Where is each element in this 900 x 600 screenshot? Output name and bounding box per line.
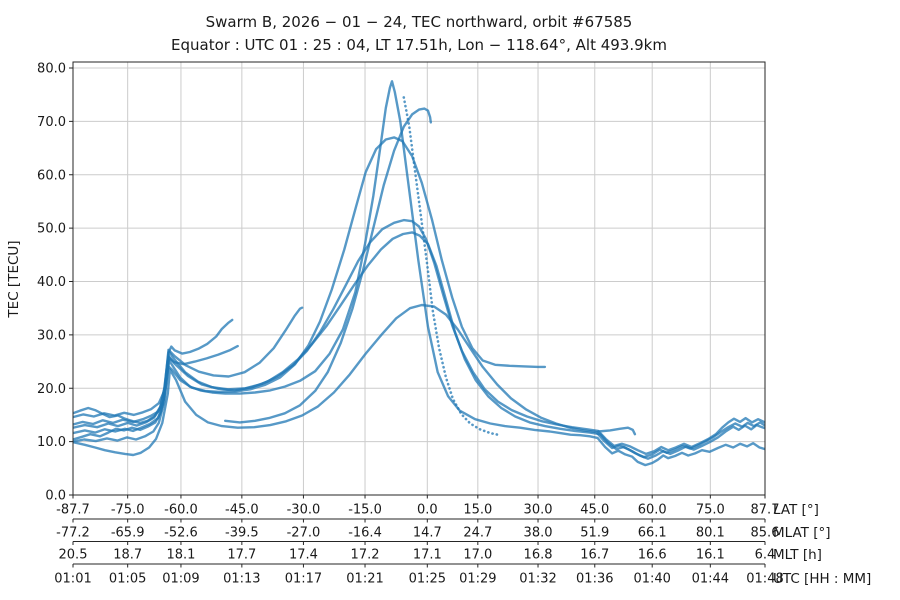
tec-trace-trace-10 [402,96,502,437]
x-tick-label: 0.0 [417,503,438,518]
x-tick-label: 18.1 [166,548,195,563]
x-tick-label: 30.0 [524,503,553,518]
x-tick-label: 01:17 [285,572,322,587]
y-tick-label: 40.0 [37,275,66,290]
x-tick-label: 16.6 [638,548,667,563]
x-tick-label: 38.0 [524,526,553,541]
x-tick-label: 01:09 [162,572,199,587]
tec-trace-trace-2 [73,344,239,426]
y-axis-label: TEC [TECU] [6,240,22,318]
x-tick-label: 17.7 [227,548,256,563]
y-tick-label: 70.0 [37,115,66,130]
x-tick-label: 51.9 [580,526,609,541]
x-tick-label: -30.0 [287,503,321,518]
x-tick-label: -39.5 [225,526,259,541]
x-tick-label: 45.0 [580,503,609,518]
x-tick-label: 01:01 [54,572,91,587]
x-tick-label: 01:05 [109,572,146,587]
x-tick-label: 14.7 [413,526,442,541]
x-tick-label: -60.0 [164,503,198,518]
row-label-mlt: MLT [h] [773,547,822,563]
x-tick-label: 01:36 [576,572,613,587]
y-tick-label: 80.0 [37,62,66,77]
tec-trace-trace-9 [224,107,432,424]
y-tick-label: 60.0 [37,168,66,183]
x-tick-label: 16.8 [524,548,553,563]
y-tick-label: 20.0 [37,382,66,397]
x-tick-label: 16.1 [696,548,725,563]
tec-trace-trace-3 [73,306,304,419]
x-tick-label: 75.0 [696,503,725,518]
plot-frame [72,61,766,496]
x-tick-label: 85.6 [751,526,780,541]
x-tick-label: -15.0 [348,503,382,518]
x-tick-label: 01:32 [519,572,556,587]
x-tick-label: 01:25 [409,572,446,587]
x-tick-label: 17.0 [463,548,492,563]
y-tick-label: 50.0 [37,222,66,237]
tec-trace-trace-11 [597,426,637,436]
x-tick-label: 80.1 [696,526,725,541]
tec-traces-layer [73,80,765,467]
x-tick-label: 17.1 [413,548,442,563]
y-tick-label: 30.0 [37,328,66,343]
x-tick-label: 66.1 [638,526,667,541]
x-tick-label: 20.5 [59,548,88,563]
x-tick-label: -77.2 [56,526,90,541]
x-tick-label: 16.7 [580,548,609,563]
grid-layer [72,62,766,496]
y-tick-label: 0.0 [45,489,66,504]
x-tick-label: 01:40 [633,572,670,587]
axis-layer: 0.0 10.0 20.0 30.0 40.0 50.0 60.0 70.0 80.0 -87.7… [37,61,784,587]
y-tick-label: 10.0 [37,435,66,450]
x-tick-label: 18.7 [113,548,142,563]
x-tick-label: -87.7 [56,503,90,518]
x-tick-label: 17.2 [351,548,380,563]
x-tick-label: 01:44 [692,572,729,587]
x-tick-label: 01:48 [746,572,783,587]
x-tick-label: -65.9 [111,526,145,541]
tec-trace-trace-8 [73,303,765,459]
tec-trace-trace-4 [73,80,765,467]
x-tick-label: 17.4 [289,548,318,563]
row-label-utc: UTC [HH : MM] [773,571,871,587]
x-tick-label: 87.7 [751,503,780,518]
x-tick-label: 15.0 [463,503,492,518]
tec-trace-trace-6 [73,218,765,456]
tec-trace-trace-5 [73,136,547,435]
chart-subtitle: Equator : UTC 01 : 25 : 04, LT 17.51h, L… [171,36,667,54]
x-tick-label: -16.4 [348,526,382,541]
x-tick-label: -45.0 [225,503,259,518]
x-tick-label: 01:29 [459,572,496,587]
x-tick-label: 01:21 [346,572,383,587]
row-label-mlat: MLAT [°] [773,525,831,541]
x-tick-label: -75.0 [111,503,145,518]
x-tick-label: -52.6 [164,526,198,541]
x-tick-label: -27.0 [287,526,321,541]
row-label-lat: LAT [°] [773,502,819,518]
x-tick-label: 24.7 [463,526,492,541]
x-tick-label: 60.0 [638,503,667,518]
x-tick-label: 6.4 [755,548,776,563]
x-tick-label: 01:13 [223,572,260,587]
chart-title: Swarm B, 2026 − 01 − 24, TEC northward, … [206,13,633,31]
